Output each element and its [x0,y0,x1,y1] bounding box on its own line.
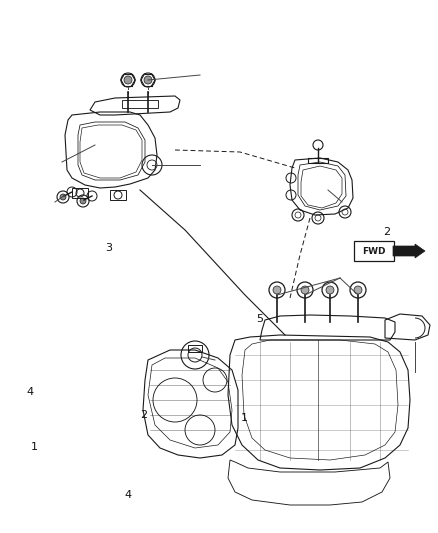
Text: 1: 1 [241,413,248,423]
Text: 5: 5 [256,314,263,325]
Circle shape [301,286,309,294]
Circle shape [124,76,132,84]
Circle shape [354,286,362,294]
Text: 3: 3 [105,243,112,253]
Circle shape [60,194,66,200]
FancyArrow shape [393,244,425,258]
Text: 2: 2 [383,227,390,237]
Circle shape [326,286,334,294]
Circle shape [80,198,86,204]
Text: 1: 1 [31,442,38,453]
Text: 4: 4 [26,387,33,398]
Text: FWD: FWD [362,246,386,255]
Text: 2: 2 [140,410,147,421]
Circle shape [273,286,281,294]
Text: 4: 4 [125,490,132,500]
Circle shape [144,76,152,84]
